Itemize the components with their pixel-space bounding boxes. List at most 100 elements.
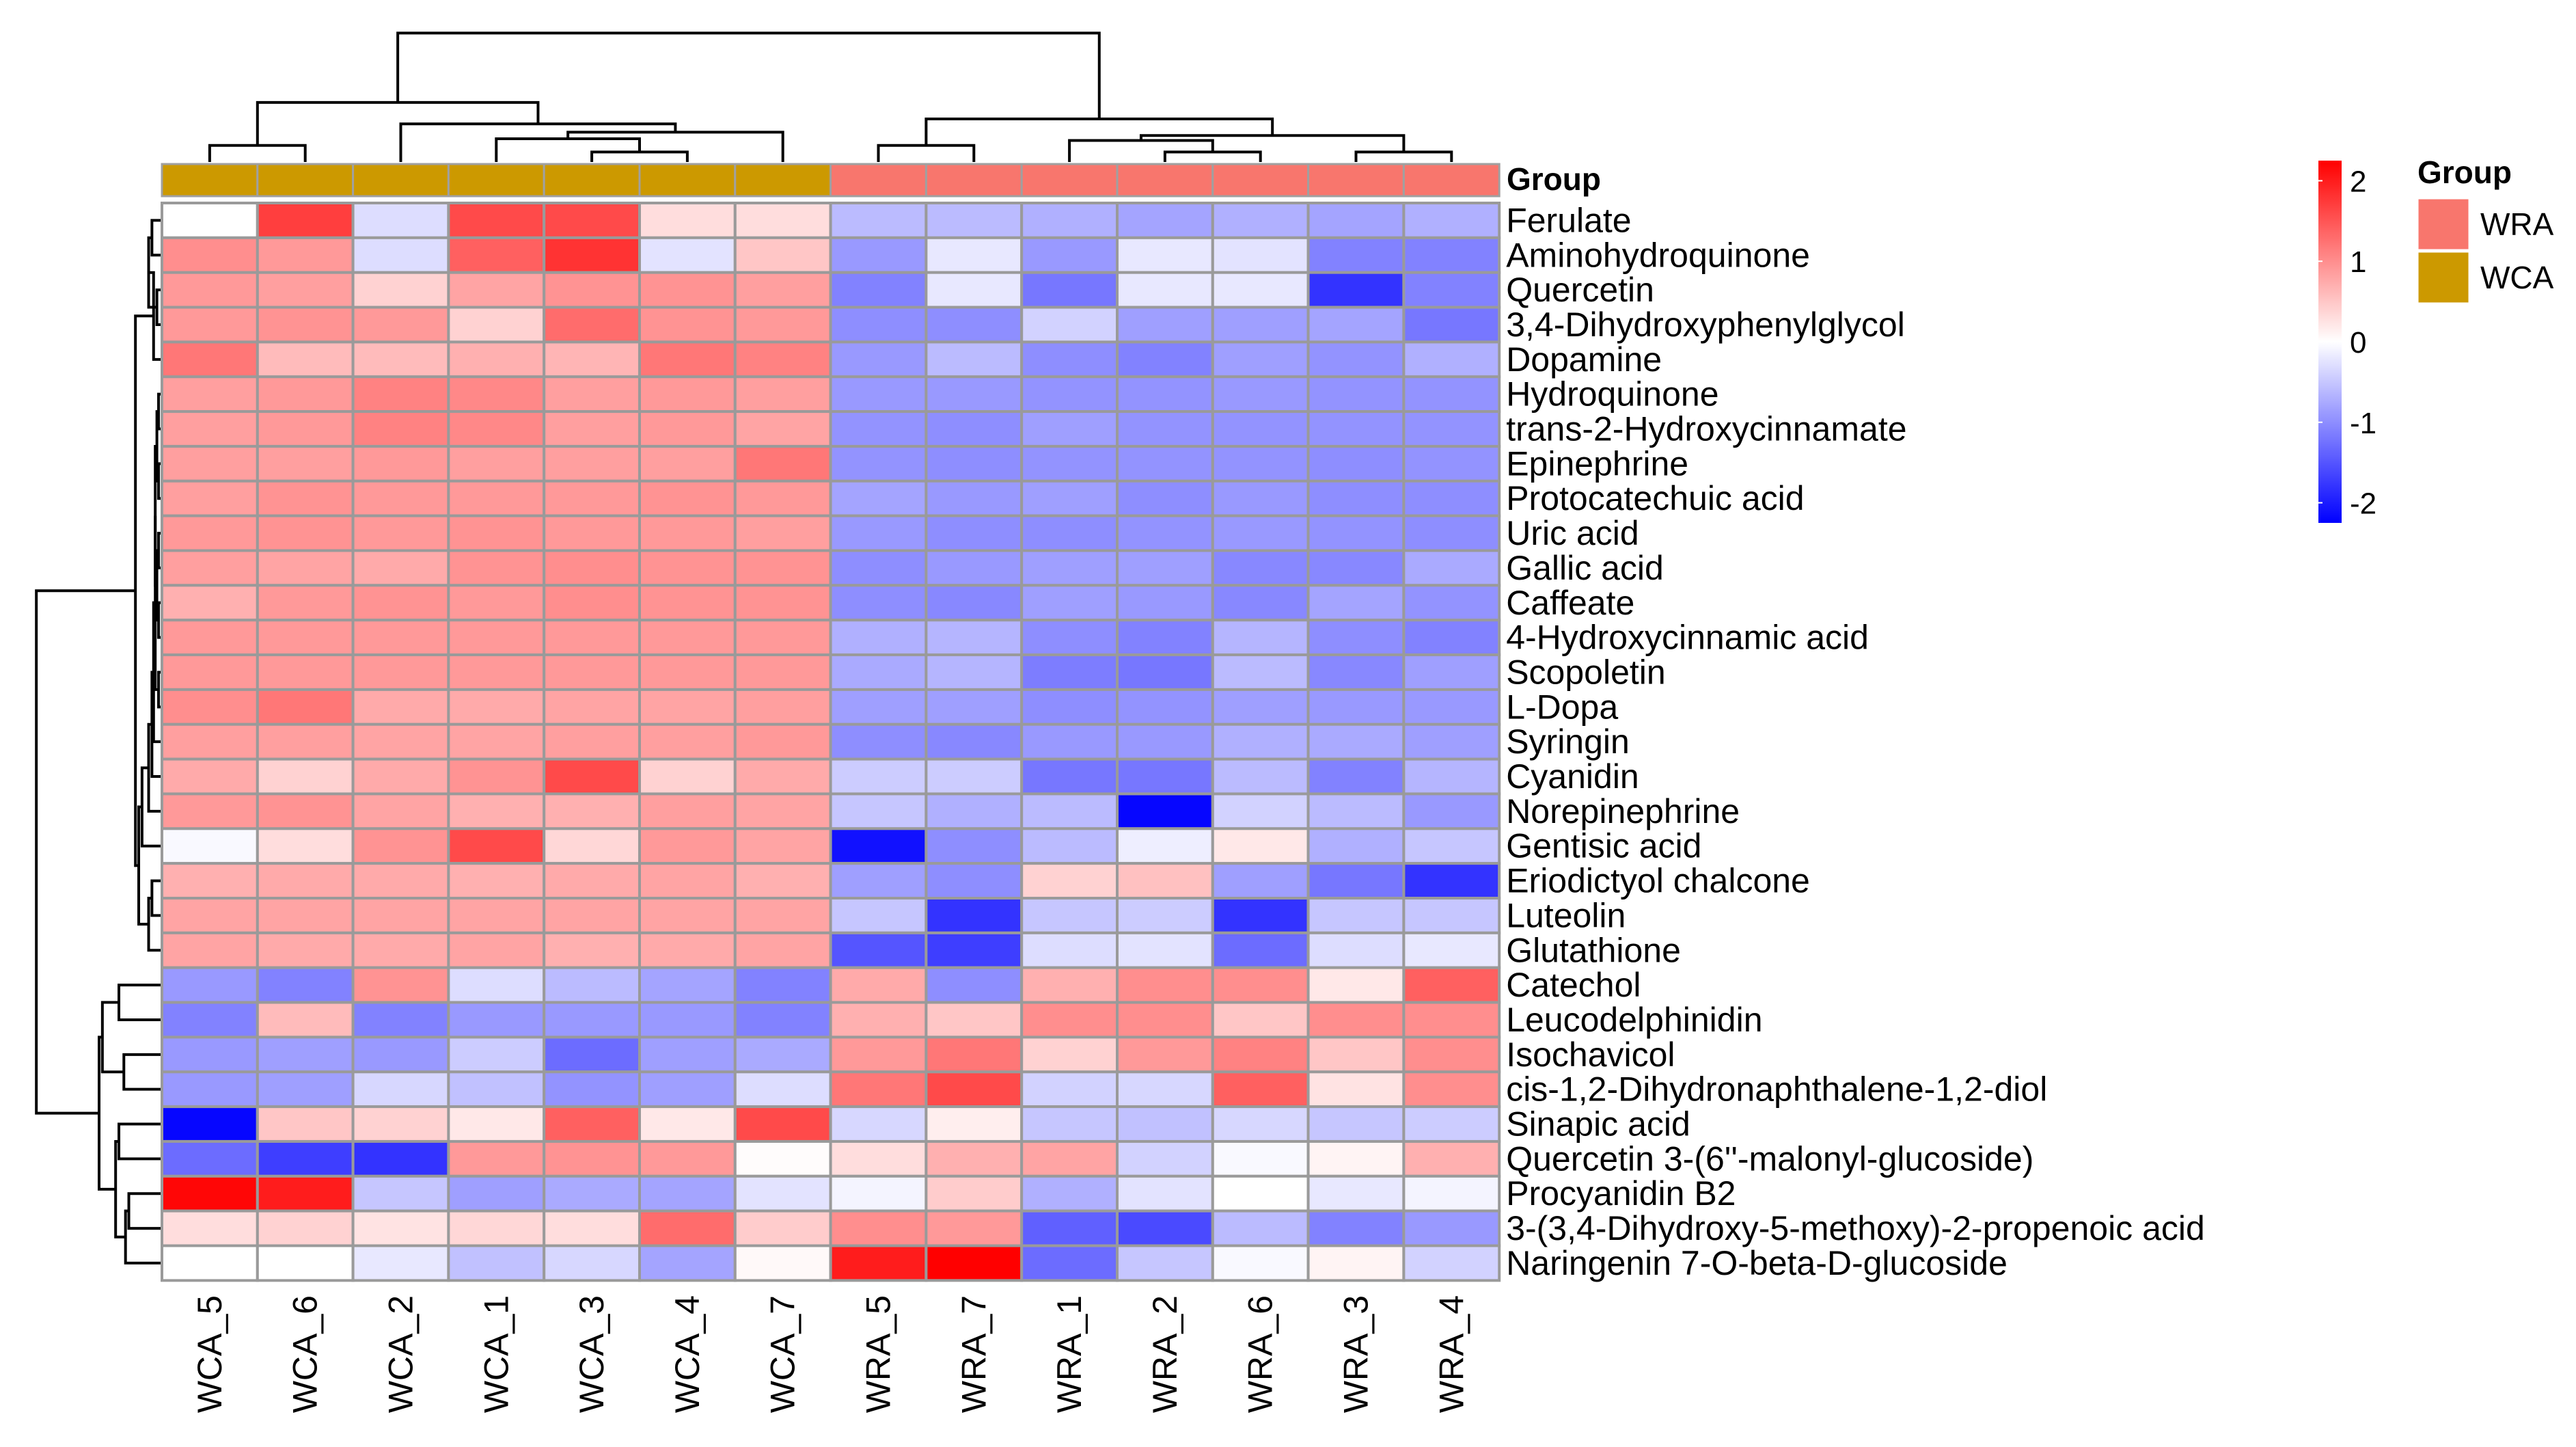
- heatmap-cell: [161, 306, 259, 344]
- heatmap-cell: [1211, 479, 1310, 517]
- heatmap-cell: [1116, 1244, 1214, 1282]
- heatmap-cell: [447, 1244, 546, 1282]
- legend-swatch-wca: [2416, 250, 2471, 305]
- heatmap-cell: [1116, 1139, 1214, 1178]
- heatmap-cell: [1306, 584, 1406, 622]
- heatmap-cell: [638, 931, 737, 969]
- heatmap-cell: [543, 792, 642, 830]
- heatmap-cell: [733, 549, 832, 587]
- heatmap-cell: [924, 340, 1024, 379]
- heatmap-cell: [543, 549, 642, 587]
- heatmap-cell: [1211, 549, 1310, 587]
- row-dendrogram: [35, 219, 162, 1265]
- heatmap-cell: [638, 897, 737, 934]
- heatmap-cell: [543, 514, 642, 552]
- heatmap-cell: [1306, 514, 1406, 552]
- heatmap-cell: [924, 931, 1024, 969]
- heatmap-cell: [829, 236, 928, 274]
- heatmap-cell: [256, 688, 355, 726]
- heatmap-cell: [1211, 306, 1310, 344]
- heatmap-cell: [161, 653, 259, 691]
- heatmap-cell: [1211, 340, 1310, 379]
- dendrogram-branch: [877, 144, 976, 162]
- heatmap-cell: [447, 584, 546, 622]
- row-label: Gallic acid: [1506, 549, 1664, 587]
- dendrogram-branch: [1354, 150, 1453, 162]
- dendrogram-branch: [154, 515, 159, 691]
- heatmap-cell: [924, 584, 1024, 622]
- row-label: Syringin: [1506, 722, 1630, 761]
- heatmap-cell: [543, 619, 642, 657]
- colorbar-tick-label: -2: [2350, 487, 2376, 521]
- row-label: Quercetin 3-(6''-malonyl-glucoside): [1506, 1139, 2033, 1178]
- heatmap-cell: [161, 862, 259, 900]
- heatmap-cell: [351, 549, 450, 587]
- colorbar-tick-label: 0: [2350, 326, 2366, 360]
- heatmap-cell: [733, 479, 832, 517]
- heatmap-cell: [256, 966, 355, 1004]
- heatmap-cell: [733, 1209, 832, 1247]
- heatmap-cell: [1116, 688, 1214, 726]
- row-label: Hydroquinone: [1506, 375, 1718, 414]
- heatmap-cell: [733, 271, 832, 309]
- heatmap-cell: [733, 931, 832, 969]
- heatmap-cell: [351, 1209, 450, 1247]
- dendrogram-branch: [399, 122, 677, 162]
- dendrogram-branch: [396, 31, 1101, 120]
- heatmap-cell: [733, 584, 832, 622]
- row-label: trans-2-Hydroxycinnamate: [1506, 410, 1906, 448]
- heatmap-cell: [1402, 1139, 1501, 1178]
- heatmap-cell: [733, 375, 832, 414]
- heatmap-cell: [351, 1036, 450, 1074]
- heatmap-cell: [161, 1139, 259, 1178]
- heatmap-cell: [1402, 549, 1501, 587]
- heatmap-cell: [1306, 1209, 1406, 1247]
- heatmap-cell: [1211, 1244, 1310, 1282]
- heatmap-cell: [1116, 340, 1214, 379]
- heatmap-cell: [256, 549, 355, 587]
- heatmap-cell: [1306, 549, 1406, 587]
- heatmap-cell: [256, 410, 355, 448]
- column-label: WRA_2: [1146, 1295, 1184, 1413]
- heatmap-cell: [1211, 375, 1310, 414]
- heatmap-cell: [161, 514, 259, 552]
- heatmap-cell: [733, 688, 832, 726]
- heatmap-cell: [1402, 653, 1501, 691]
- heatmap-cell: [161, 1036, 259, 1074]
- heatmap-cell: [1116, 931, 1214, 969]
- heatmap-cell: [638, 722, 737, 761]
- row-label: Catechol: [1506, 966, 1641, 1004]
- column-dendrogram: [208, 31, 1453, 162]
- heatmap-cell: [1116, 479, 1214, 517]
- heatmap-cell: [638, 1036, 737, 1074]
- heatmap-cell: [733, 619, 832, 657]
- heatmap-cell: [543, 410, 642, 448]
- heatmap-cell: [829, 653, 928, 691]
- heatmap-cell: [733, 827, 832, 865]
- heatmap-cell: [1402, 514, 1501, 552]
- dendrogram-branch: [495, 137, 641, 162]
- heatmap-cell: [1211, 897, 1310, 934]
- heatmap-cell: [1211, 410, 1310, 448]
- heatmap-cell: [733, 306, 832, 344]
- column-label: WCA_6: [286, 1295, 325, 1413]
- heatmap-cell: [1020, 340, 1119, 379]
- group-annotation-cell: [161, 163, 259, 198]
- heatmap-cell: [638, 1070, 737, 1109]
- heatmap-cell: [1402, 966, 1501, 1004]
- heatmap-cell: [733, 1001, 832, 1039]
- heatmap-cell: [256, 514, 355, 552]
- heatmap-cell: [638, 1209, 737, 1247]
- heatmap-cell: [1020, 1174, 1119, 1213]
- heatmap-cell: [256, 619, 355, 657]
- heatmap-cell: [351, 306, 450, 344]
- heatmap-cell: [829, 1036, 928, 1074]
- heatmap-cell: [1020, 1139, 1119, 1178]
- heatmap-cell: [924, 1174, 1024, 1213]
- heatmap-cell: [1402, 584, 1501, 622]
- dendrogram-branch: [118, 984, 162, 1021]
- heatmap-cell: [1402, 1036, 1501, 1074]
- heatmap-cell: [1402, 1244, 1501, 1282]
- dendrogram-branch: [118, 1122, 162, 1161]
